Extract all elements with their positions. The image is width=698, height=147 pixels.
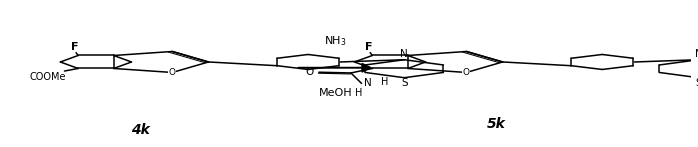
Text: 5k: 5k: [487, 117, 505, 131]
Text: N: N: [364, 78, 372, 88]
Text: 4k: 4k: [131, 123, 150, 137]
Text: O: O: [169, 68, 176, 77]
Text: S: S: [695, 78, 698, 88]
Text: S: S: [401, 78, 408, 88]
Text: H: H: [380, 77, 388, 87]
Text: N: N: [695, 49, 698, 59]
Text: F: F: [71, 42, 78, 52]
Text: O: O: [463, 68, 470, 77]
Text: O: O: [305, 67, 313, 77]
Text: H: H: [355, 88, 362, 98]
Text: MeOH: MeOH: [318, 88, 352, 98]
Text: NH$_3$: NH$_3$: [324, 34, 347, 48]
Text: F: F: [365, 42, 373, 52]
Text: COOMe: COOMe: [29, 72, 66, 82]
Text: N: N: [401, 49, 408, 59]
